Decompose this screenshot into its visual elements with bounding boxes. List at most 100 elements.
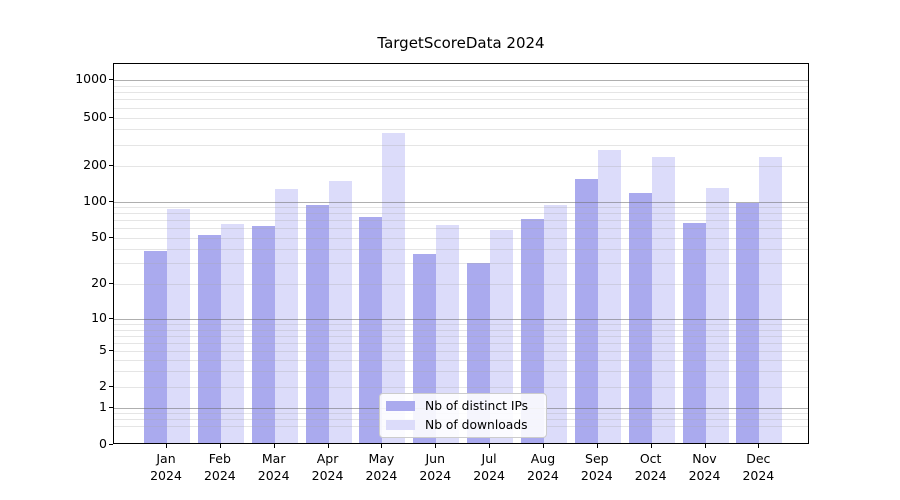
plot-area: Nb of distinct IPs Nb of downloads <box>113 63 809 444</box>
x-tick-month: May <box>368 451 395 466</box>
y-tick-mark-0 <box>109 444 113 445</box>
x-tick-year: 2024 <box>688 467 721 483</box>
x-tick-month: Apr <box>316 451 339 466</box>
minor-gridline-9 <box>114 324 808 326</box>
x-tick-label-sep: Sep 2024 <box>565 451 629 484</box>
minor-gridline-700 <box>114 99 808 101</box>
minor-gridline-90 <box>114 207 808 209</box>
minor-gridline-800 <box>114 92 808 94</box>
gridline-200 <box>114 166 808 167</box>
bar-downloads-apr <box>328 180 352 443</box>
y-tick-mark-20 <box>109 282 113 284</box>
legend-swatch-distinct-ips <box>386 401 415 412</box>
legend-swatch-downloads <box>386 419 415 430</box>
gridline-100 <box>114 201 808 203</box>
minor-gridline-60 <box>114 228 808 230</box>
y-tick-label-20: 20 <box>91 274 107 290</box>
x-tick-year: 2024 <box>580 467 613 483</box>
x-tick-mark-mar <box>273 444 275 448</box>
bars-layer <box>114 64 808 443</box>
y-tick-label-200: 200 <box>83 157 107 172</box>
y-tick-label-500: 500 <box>83 108 107 124</box>
x-tick-label-nov: Nov 2024 <box>673 451 737 484</box>
x-tick-year: 2024 <box>473 467 505 483</box>
bar-distinct-ips-sep <box>574 178 598 443</box>
bar-distinct-ips-nov <box>682 222 706 443</box>
y-tick-label-10: 10 <box>91 310 107 326</box>
x-tick-year: 2024 <box>257 467 290 483</box>
x-tick-year: 2024 <box>527 467 559 483</box>
x-tick-month: Mar <box>261 451 286 466</box>
x-tick-label-apr: Apr 2024 <box>296 451 360 484</box>
bar-distinct-ips-may <box>359 216 383 443</box>
minor-gridline-4 <box>114 359 808 361</box>
bar-downloads-nov <box>705 187 729 443</box>
x-tick-mark-apr <box>327 444 329 448</box>
minor-gridline-400 <box>114 129 808 131</box>
minor-gridline-8 <box>114 329 808 331</box>
y-tick-mark-200 <box>109 165 113 166</box>
y-tick-label-5: 5 <box>99 342 107 357</box>
y-tick-label-0: 0 <box>99 436 107 451</box>
bar-downloads-aug <box>543 205 567 443</box>
legend-label-distinct-ips: Nb of distinct IPs <box>425 399 529 414</box>
bar-distinct-ips-aug <box>520 218 544 443</box>
legend-row-distinct-ips: Nb of distinct IPs <box>386 399 538 413</box>
x-tick-label-jun: Jun 2024 <box>403 451 467 484</box>
x-tick-year: 2024 <box>150 467 182 483</box>
bar-downloads-oct <box>651 157 675 443</box>
x-tick-mark-jul <box>489 444 491 448</box>
x-tick-label-oct: Oct 2024 <box>619 451 683 484</box>
x-tick-label-jan: Jan 2024 <box>134 451 198 484</box>
x-tick-mark-aug <box>542 444 544 448</box>
x-tick-mark-oct <box>650 444 652 448</box>
x-tick-year: 2024 <box>203 467 236 483</box>
x-tick-year: 2024 <box>365 467 398 483</box>
minor-gridline-80 <box>114 213 808 215</box>
x-tick-label-jul: Jul 2024 <box>457 451 521 484</box>
gridline-20 <box>114 283 808 285</box>
y-tick-mark-1000 <box>109 79 113 80</box>
x-tick-year: 2024 <box>419 467 452 483</box>
y-tick-mark-100 <box>109 200 113 202</box>
x-tick-mark-jun <box>435 444 437 448</box>
gridline-50 <box>114 237 808 239</box>
minor-gridline-900 <box>114 85 808 87</box>
y-tick-label-2: 2 <box>99 377 107 393</box>
x-tick-label-dec: Dec 2024 <box>726 451 790 484</box>
bar-distinct-ips-mar <box>251 226 275 443</box>
y-tick-mark-2 <box>109 385 113 387</box>
y-tick-mark-10 <box>109 318 113 320</box>
minor-gridline-3 <box>114 370 808 372</box>
gridline-500 <box>114 117 808 119</box>
bar-distinct-ips-apr <box>305 205 329 443</box>
y-tick-mark-1 <box>109 406 113 408</box>
bar-downloads-jul <box>490 229 514 443</box>
legend: Nb of distinct IPs Nb of downloads <box>379 393 547 438</box>
y-tick-label-1: 1 <box>99 398 107 414</box>
x-tick-mark-nov <box>704 444 706 448</box>
minor-gridline-600 <box>114 107 808 109</box>
x-tick-month: Sep <box>585 451 609 466</box>
legend-label-downloads: Nb of downloads <box>425 417 528 432</box>
x-tick-year: 2024 <box>634 467 667 483</box>
grid-layer <box>114 64 808 443</box>
bar-downloads-mar <box>274 189 298 443</box>
x-tick-month: Aug <box>530 451 556 466</box>
x-tick-label-feb: Feb 2024 <box>188 451 252 484</box>
y-tick-label-100: 100 <box>83 192 107 208</box>
gridline-10 <box>114 319 808 321</box>
x-tick-month: Jun <box>425 451 446 466</box>
x-tick-year: 2024 <box>742 467 775 483</box>
y-tick-mark-500 <box>109 116 113 118</box>
y-tick-label-50: 50 <box>91 228 107 244</box>
x-tick-year: 2024 <box>311 467 344 483</box>
bar-distinct-ips-oct <box>628 192 652 443</box>
x-tick-month: Dec <box>746 451 771 466</box>
x-tick-month: Oct <box>639 451 662 466</box>
minor-gridline-7 <box>114 335 808 337</box>
x-tick-mark-jan <box>166 444 167 448</box>
x-tick-mark-sep <box>596 444 598 448</box>
minor-gridline-40 <box>114 248 808 250</box>
x-tick-mark-feb <box>219 444 221 448</box>
